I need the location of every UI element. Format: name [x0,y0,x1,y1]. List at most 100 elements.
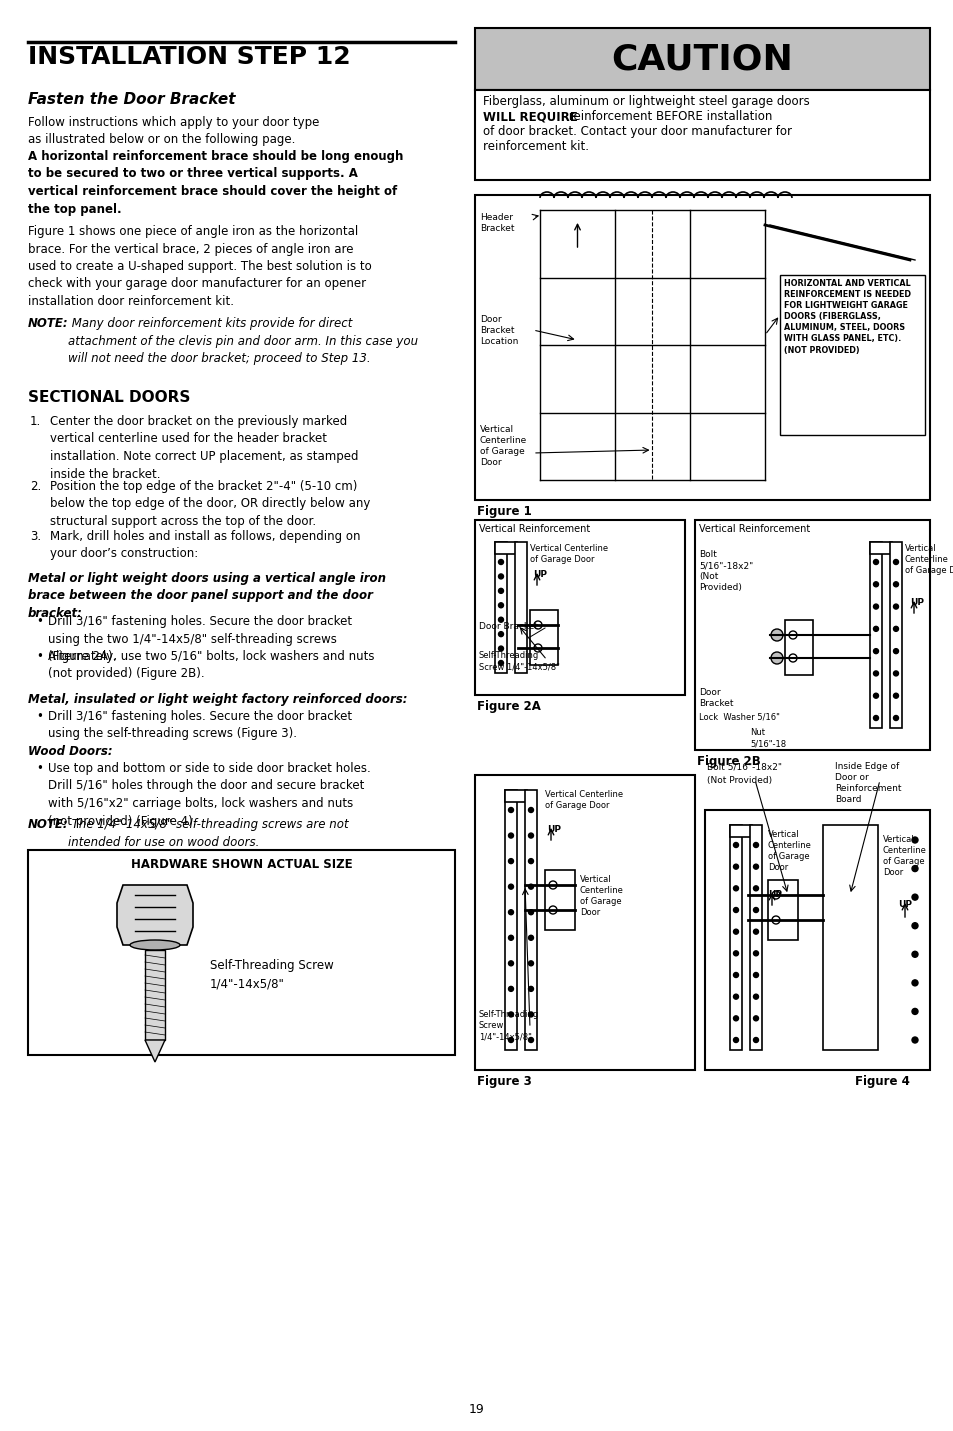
Text: Fiberglass, aluminum or lightweight steel garage doors: Fiberglass, aluminum or lightweight stee… [482,94,809,107]
Text: Figure 1 shows one piece of angle iron as the horizontal
brace. For the vertical: Figure 1 shows one piece of angle iron a… [28,225,372,308]
Text: Figure 2A: Figure 2A [476,700,540,713]
Text: of door bracket. Contact your door manufacturer for: of door bracket. Contact your door manuf… [482,124,791,137]
Text: UP: UP [897,900,911,909]
Circle shape [873,716,878,720]
Circle shape [733,843,738,847]
Bar [869,542,882,728]
Bar [530,610,558,665]
Circle shape [528,807,533,813]
Circle shape [733,864,738,869]
Circle shape [518,661,523,665]
Text: Follow instructions which apply to your door type
as illustrated below or on the: Follow instructions which apply to your … [28,116,319,146]
Bar [475,90,929,180]
Circle shape [893,627,898,631]
Circle shape [733,950,738,956]
Circle shape [518,645,523,651]
Circle shape [873,671,878,675]
Text: Vertical Centerline
of Garage Door: Vertical Centerline of Garage Door [530,544,607,564]
Circle shape [733,973,738,977]
Circle shape [873,582,878,587]
Text: Lock  Washer 5/16": Lock Washer 5/16" [699,713,779,721]
Circle shape [508,936,513,940]
Circle shape [733,886,738,892]
Bar [504,790,517,1050]
Circle shape [753,843,758,847]
Circle shape [893,560,898,564]
Text: UP: UP [546,826,560,834]
Text: Metal, insulated or light weight factory reinforced doors:: Metal, insulated or light weight factory… [28,693,407,705]
Circle shape [753,864,758,869]
Bar [749,826,761,1050]
Circle shape [508,960,513,966]
Text: Figure 2B: Figure 2B [697,756,760,768]
Circle shape [528,884,533,889]
Text: Vertical Reinforcement: Vertical Reinforcement [699,524,809,534]
Bar [822,826,877,1050]
Circle shape [873,648,878,654]
Text: Self-Threading
Screw
1/4"-14x5/8": Self-Threading Screw 1/4"-14x5/8" [478,1010,538,1042]
Circle shape [548,881,557,889]
Bar [704,810,929,1070]
Circle shape [911,952,917,957]
Text: Door Bracket: Door Bracket [478,622,537,631]
Text: (Not Provided): (Not Provided) [706,776,771,786]
Circle shape [518,602,523,608]
Circle shape [518,560,523,564]
Bar [784,620,812,675]
Circle shape [753,1016,758,1020]
Text: Alternately, use two 5/16" bolts, lock washers and nuts
(not provided) (Figure 2: Alternately, use two 5/16" bolts, lock w… [48,650,375,681]
Text: The 1/4"-14x5/8" self-threading screws are not
intended for use on wood doors.: The 1/4"-14x5/8" self-threading screws a… [68,819,348,849]
Bar [544,870,575,930]
Circle shape [733,929,738,934]
Bar [475,519,684,695]
Text: UP: UP [767,890,781,899]
Text: Figure 1: Figure 1 [476,505,531,518]
Text: HORIZONTAL AND VERTICAL
REINFORCEMENT IS NEEDED
FOR LIGHTWEIGHT GARAGE
DOORS (FI: HORIZONTAL AND VERTICAL REINFORCEMENT IS… [783,279,910,355]
Circle shape [873,627,878,631]
Circle shape [911,1037,917,1043]
Circle shape [771,892,780,899]
Circle shape [733,907,738,913]
Ellipse shape [130,940,180,950]
Circle shape [498,574,503,580]
Circle shape [498,588,503,594]
Circle shape [534,644,541,653]
Text: Self-Threading Screw
1/4"-14x5/8": Self-Threading Screw 1/4"-14x5/8" [210,960,334,990]
Circle shape [528,859,533,864]
Circle shape [518,631,523,637]
Bar [475,776,695,1070]
Bar [767,880,797,940]
Text: Vertical
Centerline
of Garage
Door: Vertical Centerline of Garage Door [579,874,623,917]
Text: •: • [36,650,43,663]
Text: Vertical Reinforcement: Vertical Reinforcement [478,524,590,534]
Circle shape [528,910,533,914]
Text: UP: UP [533,570,546,580]
Circle shape [528,833,533,839]
Text: Many door reinforcement kits provide for direct
attachment of the clevis pin and: Many door reinforcement kits provide for… [68,318,417,365]
Text: Door
Bracket
Location: Door Bracket Location [479,315,517,346]
Circle shape [733,1037,738,1043]
Circle shape [498,645,503,651]
Text: Self-Threading
Screw 1/4"-14x5/8": Self-Threading Screw 1/4"-14x5/8" [478,651,559,671]
Text: Vertical Centerline
of Garage Door: Vertical Centerline of Garage Door [544,790,622,810]
Text: NOTE:: NOTE: [28,318,69,331]
Text: •: • [36,710,43,723]
Bar [475,195,929,499]
Circle shape [498,631,503,637]
Text: NOTE:: NOTE: [28,819,69,831]
Circle shape [733,1016,738,1020]
Text: Bolt
5/16"-18x2"
(Not
Provided): Bolt 5/16"-18x2" (Not Provided) [699,550,753,592]
Circle shape [873,560,878,564]
Circle shape [753,995,758,999]
Text: Use top and bottom or side to side door bracket holes.
Drill 5/16" holes through: Use top and bottom or side to side door … [48,761,371,827]
Text: HARDWARE SHOWN ACTUAL SIZE: HARDWARE SHOWN ACTUAL SIZE [131,859,352,871]
Circle shape [753,1037,758,1043]
Circle shape [528,1037,533,1043]
Text: Header
Bracket: Header Bracket [479,213,514,233]
Circle shape [911,837,917,843]
Bar [28,850,455,1055]
Bar [780,275,924,435]
Circle shape [911,894,917,900]
Circle shape [911,923,917,929]
Polygon shape [117,884,193,944]
